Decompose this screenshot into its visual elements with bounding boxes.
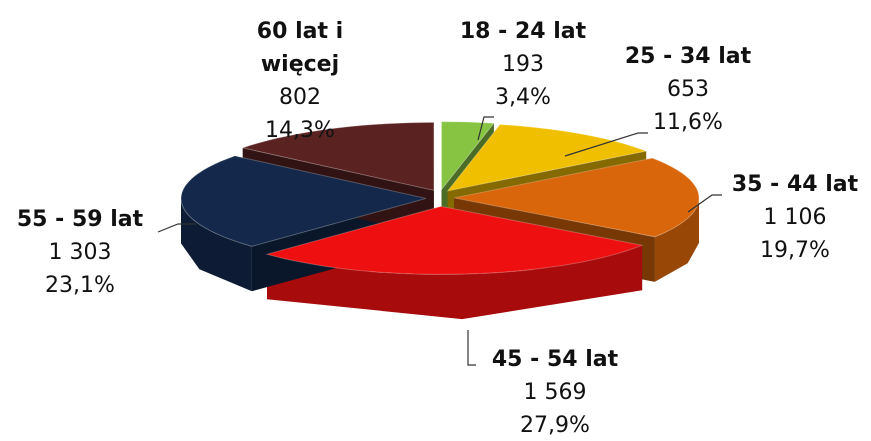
slice bbox=[453, 157, 700, 238]
percentage-label: 14,3% bbox=[265, 118, 335, 143]
category-label: 18 - 24 lat bbox=[459, 19, 587, 44]
slice-wall bbox=[654, 197, 699, 282]
leader-line bbox=[157, 223, 196, 233]
value-label: 193 bbox=[502, 52, 544, 77]
leader-line bbox=[467, 330, 476, 366]
percentage-label: 11,6% bbox=[653, 110, 723, 135]
category-label: 25 - 34 lat bbox=[624, 44, 752, 69]
slice bbox=[446, 123, 649, 192]
value-label: 1 303 bbox=[48, 240, 112, 265]
value-label: 653 bbox=[667, 77, 709, 102]
value-label: 1 569 bbox=[523, 380, 587, 405]
slice-wall bbox=[267, 245, 643, 320]
category-label: 60 lat i więcej bbox=[256, 19, 344, 77]
percentage-label: 19,7% bbox=[760, 238, 830, 263]
data-label: 35 - 44 lat 1 106 19,7% bbox=[695, 168, 871, 267]
slice bbox=[440, 121, 495, 192]
category-label: 55 - 59 lat bbox=[16, 207, 144, 232]
slice bbox=[180, 155, 427, 247]
value-label: 802 bbox=[279, 85, 321, 110]
category-label: 35 - 44 lat bbox=[731, 172, 859, 197]
leader-line bbox=[687, 194, 722, 213]
slice bbox=[265, 205, 644, 275]
leader-line bbox=[477, 116, 494, 141]
percentage-label: 27,9% bbox=[520, 413, 590, 438]
data-label: 45 - 54 lat 1 569 27,9% bbox=[455, 343, 655, 441]
category-label: 45 - 54 lat bbox=[491, 347, 619, 372]
value-label: 1 106 bbox=[763, 205, 827, 230]
percentage-label: 23,1% bbox=[45, 273, 115, 298]
slice-wall bbox=[181, 198, 252, 292]
data-label: 55 - 59 lat 1 303 23,1% bbox=[0, 203, 180, 302]
slice bbox=[240, 121, 435, 192]
data-label: 60 lat i więcej 802 14,3% bbox=[235, 15, 365, 147]
data-label: 25 - 34 lat 653 11,6% bbox=[588, 40, 788, 139]
data-label: 18 - 24 lat 193 3,4% bbox=[423, 15, 623, 114]
leader-line bbox=[564, 132, 648, 157]
percentage-label: 3,4% bbox=[495, 85, 551, 110]
